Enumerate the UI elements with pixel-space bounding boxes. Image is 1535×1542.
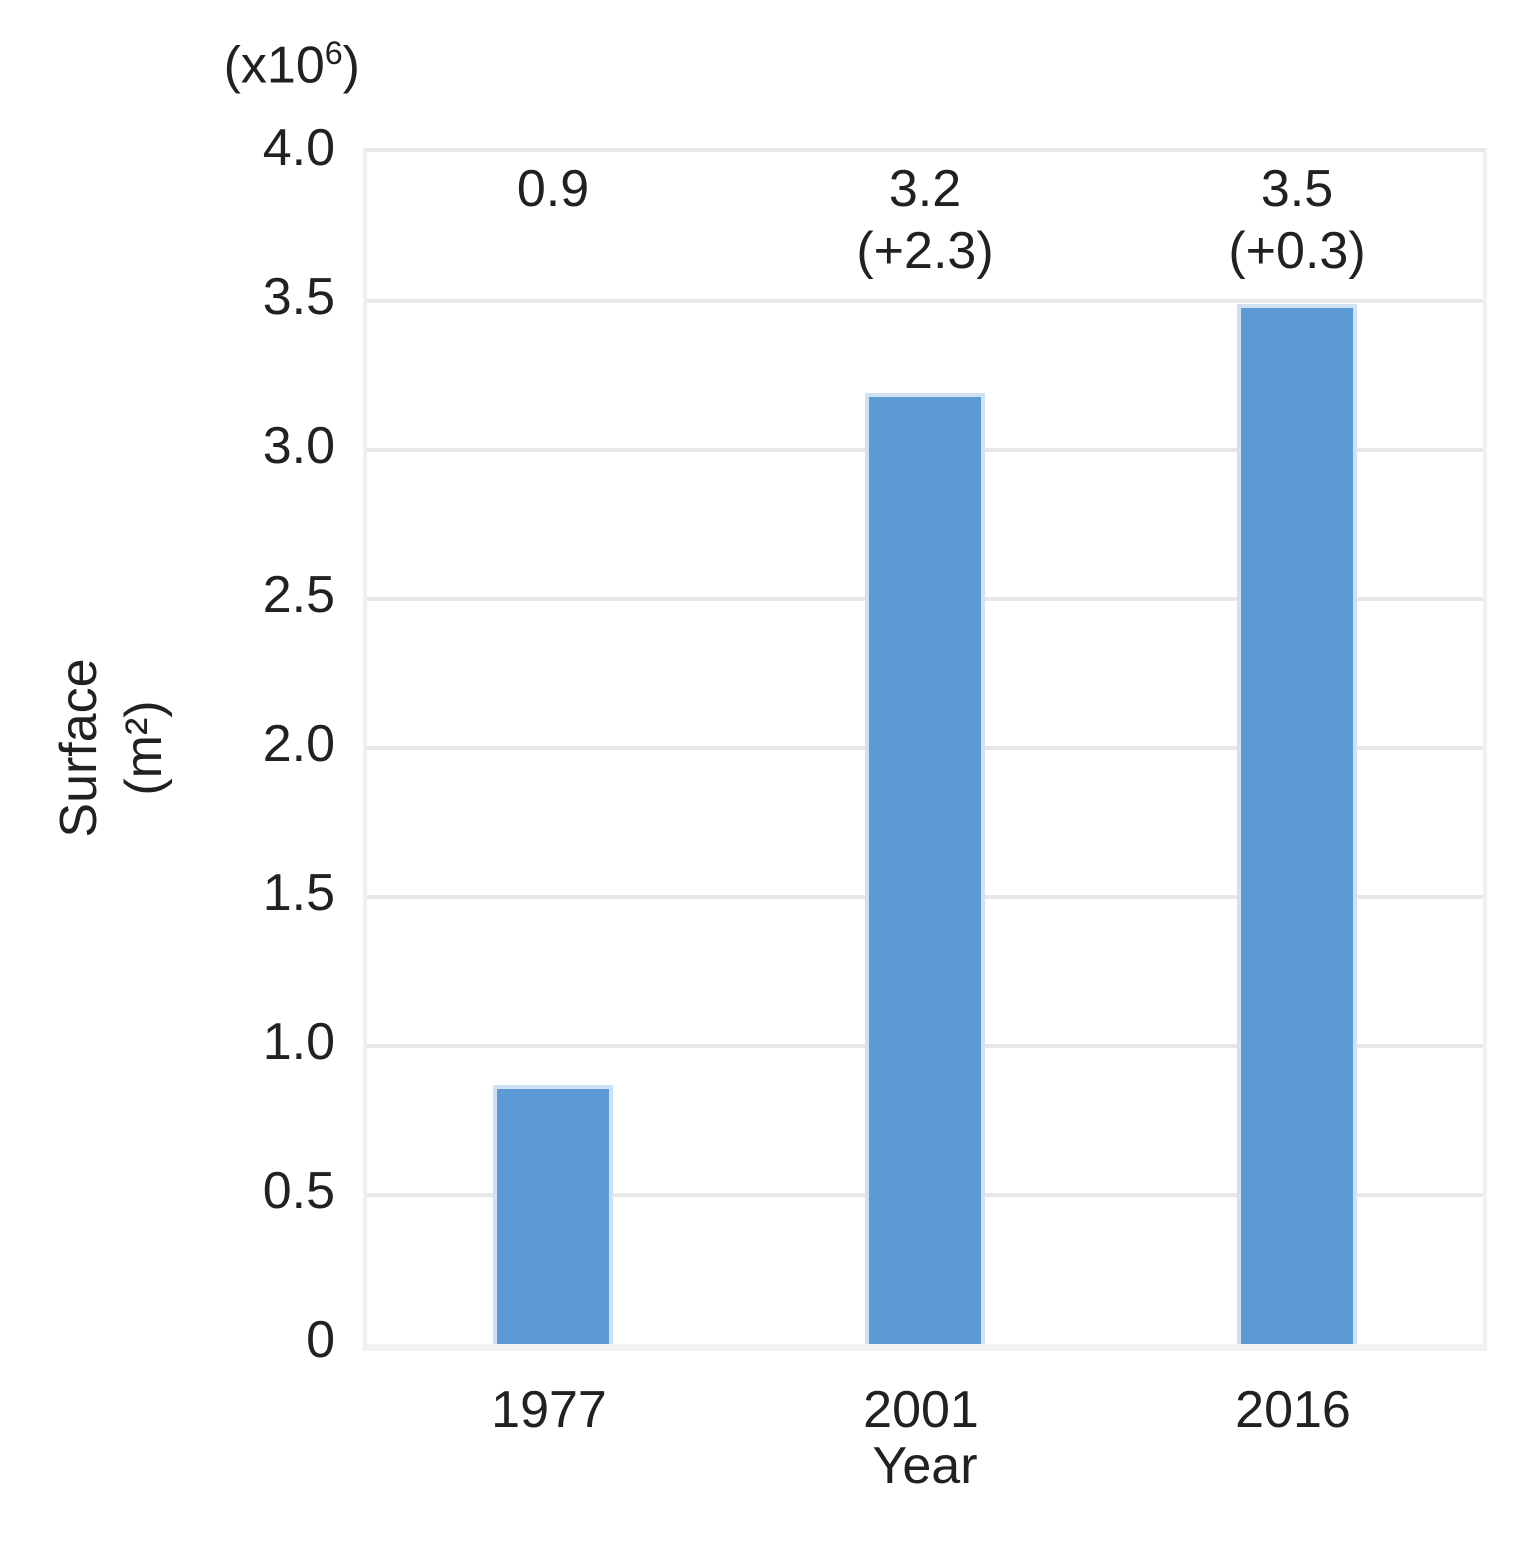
y-tick-label: 0.5 — [262, 1162, 335, 1220]
bar-2016 — [1237, 303, 1357, 1344]
x-tick-label: 2016 — [1235, 1381, 1351, 1439]
y-axis-multiplier: (x106) — [0, 35, 360, 95]
plot-area: 0.9 3.2 (+2.3) 3.5 (+0.3) — [363, 148, 1487, 1351]
x-axis-tick-labels: 1977 2001 2016 — [363, 1380, 1487, 1440]
bar-value-label: 3.2 (+2.3) — [856, 160, 994, 280]
y-tick-label: 4.0 — [262, 119, 335, 177]
y-axis-multiplier-base: (x10 — [223, 36, 325, 95]
y-axis-tick-labels: 4.0 3.5 3.0 2.5 2.0 1.5 1.0 0.5 0 — [120, 119, 335, 1369]
y-tick-label: 0 — [306, 1311, 335, 1369]
y-tick-label: 1.0 — [262, 1013, 335, 1071]
bar-2001 — [865, 393, 985, 1344]
y-axis-multiplier-close: ) — [342, 36, 360, 95]
x-axis-title: Year — [872, 1437, 978, 1495]
y-tick-label: 3.0 — [262, 417, 335, 475]
y-tick-label: 2.5 — [262, 566, 335, 624]
y-axis-title-line1: Surface — [50, 658, 108, 838]
bar-1977 — [493, 1084, 613, 1344]
x-tick-label: 1977 — [491, 1381, 607, 1439]
bar-value-label: 3.5 (+0.3) — [1228, 160, 1366, 280]
bar-value-label: 0.9 — [516, 160, 590, 218]
x-tick-label: 2001 — [863, 1381, 979, 1439]
y-axis-multiplier-exponent: 6 — [324, 35, 343, 71]
y-tick-label: 1.5 — [262, 864, 335, 922]
gridline — [367, 299, 1483, 303]
y-tick-label: 2.0 — [262, 715, 335, 773]
y-tick-label: 3.5 — [262, 268, 335, 326]
